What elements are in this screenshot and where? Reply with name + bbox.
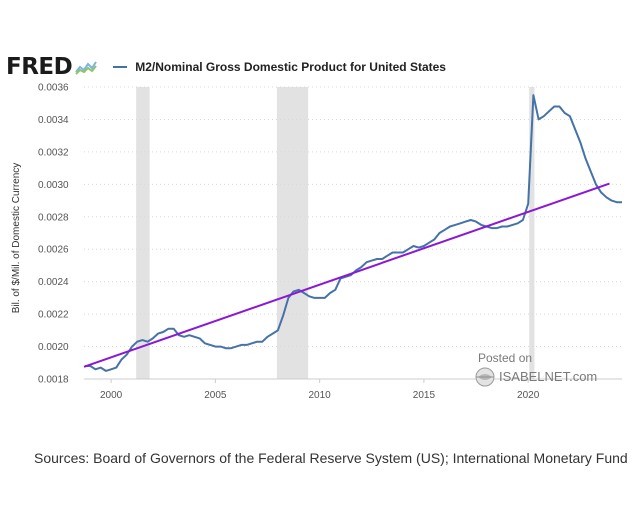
x-tick-2015: 2015 [413, 390, 436, 401]
chart-header: FRED M2/Nominal Gross Domestic Product f… [6, 52, 446, 82]
y-tick-0.0018: 0.0018 [38, 375, 69, 386]
watermark-site: ISABELNET.com [499, 369, 597, 384]
legend-label[interactable]: M2/Nominal Gross Domestic Product for Un… [135, 60, 446, 74]
series-line-m2-gdp[interactable] [85, 94, 622, 372]
x-tick-2020: 2020 [517, 390, 540, 401]
x-tick-2010: 2010 [309, 390, 332, 401]
x-tick-2000: 2000 [100, 390, 123, 401]
line-chart: 0.0018 0.0020 0.0022 0.0024 0.0026 0.0028 0.00… [11, 83, 622, 401]
y-tick-0.0036: 0.0036 [38, 83, 69, 94]
trend-line [83, 182, 610, 368]
watermark: Posted on ISABELNET.com [475, 351, 597, 387]
series-group [83, 94, 622, 372]
y-tick-0.0034: 0.0034 [38, 115, 69, 126]
y-axis-label: Bil. of $/Mil. of Domestic Currency [11, 163, 22, 314]
y-tick-0.0030: 0.0030 [38, 180, 69, 191]
y-tick-0.0028: 0.0028 [38, 212, 69, 223]
fred-logo[interactable]: FRED [6, 54, 73, 80]
y-tick-0.0032: 0.0032 [38, 147, 69, 158]
y-tick-0.0022: 0.0022 [38, 310, 69, 321]
watermark-posted-on: Posted on [478, 351, 532, 365]
y-tick-0.0020: 0.0020 [38, 342, 69, 353]
recession-band-1 [136, 87, 150, 379]
x-axis-ticks: 2000 2005 2010 2015 2020 [100, 379, 540, 401]
sources-footnote: Sources: Board of Governors of the Feder… [34, 450, 628, 466]
gridlines [84, 86, 622, 348]
x-tick-2005: 2005 [204, 390, 227, 401]
y-axis-ticks: 0.0018 0.0020 0.0022 0.0024 0.0026 0.0028 0.00… [38, 83, 69, 386]
recession-bands [136, 87, 535, 379]
recession-band-3 [529, 87, 535, 379]
isabelnet-globe-icon [475, 367, 495, 387]
y-tick-0.0024: 0.0024 [38, 277, 69, 288]
fred-chart-icon [75, 59, 98, 75]
y-tick-0.0026: 0.0026 [38, 245, 69, 256]
legend-swatch [113, 66, 128, 68]
recession-band-2 [276, 87, 309, 379]
